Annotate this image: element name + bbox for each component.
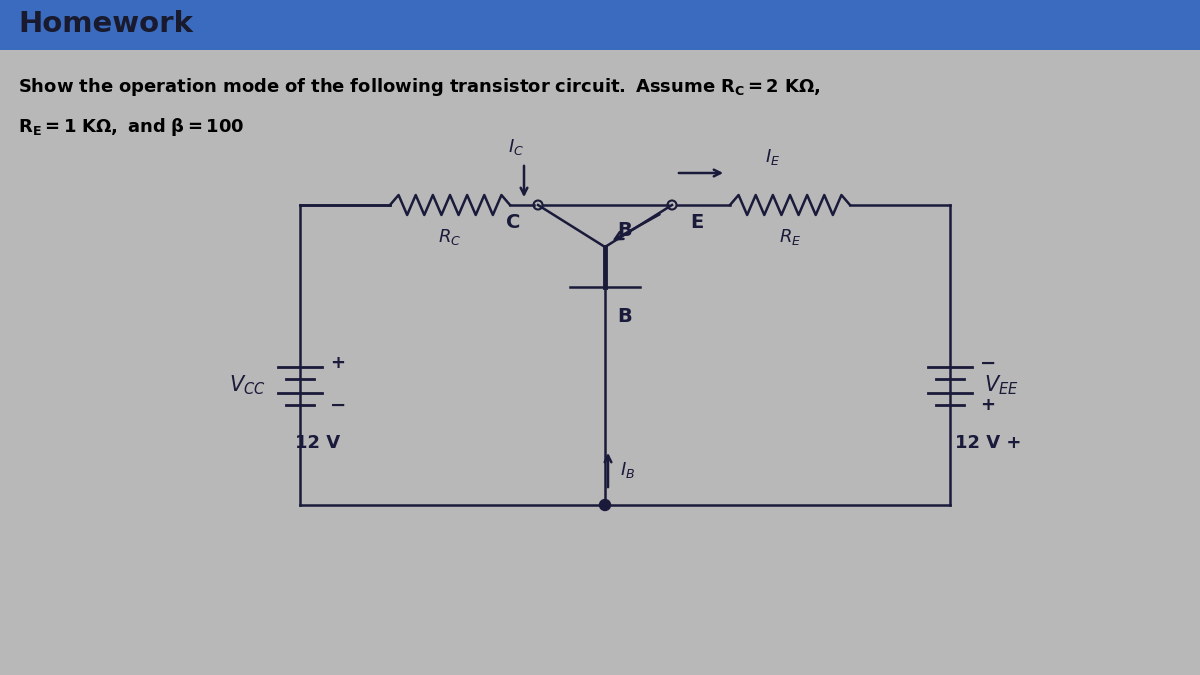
Text: +: + [330,354,346,372]
Text: −: − [980,354,996,373]
Text: $V_{EE}$: $V_{EE}$ [984,373,1019,397]
Text: B: B [617,308,631,327]
Text: $I_E$: $I_E$ [766,147,780,167]
Text: 12 V +: 12 V + [955,434,1021,452]
Text: C: C [505,213,520,232]
Text: $\bf{Show\ the\ operation\ mode\ of\ the\ following\ transistor\ circuit.\ Assum: $\bf{Show\ the\ operation\ mode\ of\ the… [18,76,821,98]
Text: E: E [690,213,703,232]
Text: $\bf{R_E = 1\ K\Omega,\ and\ \beta = 100}$: $\bf{R_E = 1\ K\Omega,\ and\ \beta = 100… [18,116,245,138]
Text: 12 V: 12 V [295,434,340,452]
Text: $R_C$: $R_C$ [438,227,462,247]
Text: B: B [617,221,631,240]
Text: $I_C$: $I_C$ [508,137,524,157]
FancyBboxPatch shape [0,0,1200,50]
Text: $I_B$: $I_B$ [620,460,635,480]
Text: $R_E$: $R_E$ [779,227,802,247]
Text: Homework: Homework [18,11,193,38]
Text: +: + [980,396,995,414]
Circle shape [600,500,611,510]
Text: $V_{CC}$: $V_{CC}$ [229,373,266,397]
Text: −: − [330,396,347,414]
